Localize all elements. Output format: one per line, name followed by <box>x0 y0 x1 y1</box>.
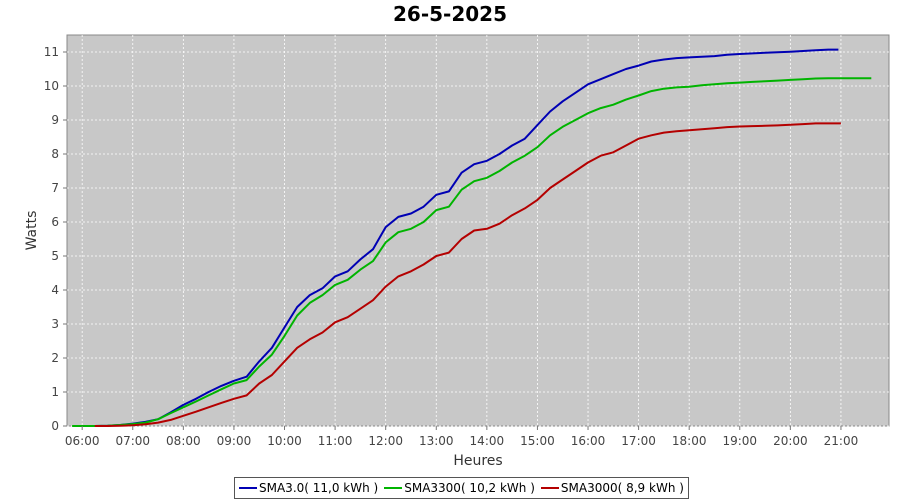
x-tick-label: 11:00 <box>318 434 353 448</box>
y-tick-label: 9 <box>51 113 59 127</box>
series-line-1 <box>72 77 872 427</box>
legend: SMA3.0( 11,0 kWh ) SMA3300( 10,2 kWh ) S… <box>234 477 689 499</box>
series-line-2 <box>94 122 841 427</box>
y-tick-label: 7 <box>51 181 59 195</box>
x-tick-label: 20:00 <box>773 434 808 448</box>
legend-swatch-0 <box>239 487 257 489</box>
x-tick-label: 09:00 <box>217 434 252 448</box>
x-tick-label: 16:00 <box>571 434 606 448</box>
series-line-0 <box>94 48 839 427</box>
x-tick-label: 13:00 <box>419 434 454 448</box>
y-tick-label: 5 <box>51 249 59 263</box>
x-axis-label: Heures <box>453 453 502 469</box>
y-tick-label: 3 <box>51 317 59 331</box>
x-tick-label: 18:00 <box>672 434 707 448</box>
y-tick-label: 10 <box>44 79 59 93</box>
x-tick-label: 07:00 <box>115 434 150 448</box>
legend-item: SMA3000( 8,9 kWh ) <box>540 481 684 495</box>
legend-swatch-1 <box>384 487 403 489</box>
y-tick-label: 0 <box>51 419 59 433</box>
y-tick-label: 6 <box>51 215 59 229</box>
legend-item: SMA3300( 10,2 kWh ) <box>384 481 535 495</box>
y-tick-label: 11 <box>44 45 59 59</box>
x-tick-label: 06:00 <box>65 434 100 448</box>
x-tick-label: 19:00 <box>722 434 757 448</box>
y-tick-label: 1 <box>51 385 59 399</box>
legend-label-2: SMA3000( 8,9 kWh ) <box>560 481 684 495</box>
legend-label-0: SMA3.0( 11,0 kWh ) <box>259 481 379 495</box>
legend-label-1: SMA3300( 10,2 kWh ) <box>404 481 535 495</box>
legend-item: SMA3.0( 11,0 kWh ) <box>239 481 378 495</box>
legend-swatch-2 <box>540 487 559 489</box>
x-tick-label: 08:00 <box>166 434 201 448</box>
x-tick-label: 12:00 <box>368 434 403 448</box>
chart-title: 26-5-2025 <box>392 2 507 26</box>
x-tick-label: 21:00 <box>824 434 859 448</box>
y-tick-label: 8 <box>51 147 59 161</box>
y-axis-label: Watts <box>24 211 40 251</box>
x-tick-label: 14:00 <box>470 434 505 448</box>
y-tick-label: 4 <box>51 283 59 297</box>
x-tick-label: 15:00 <box>520 434 555 448</box>
x-tick-label: 17:00 <box>621 434 656 448</box>
x-tick-label: 10:00 <box>267 434 302 448</box>
y-tick-label: 2 <box>51 351 59 365</box>
